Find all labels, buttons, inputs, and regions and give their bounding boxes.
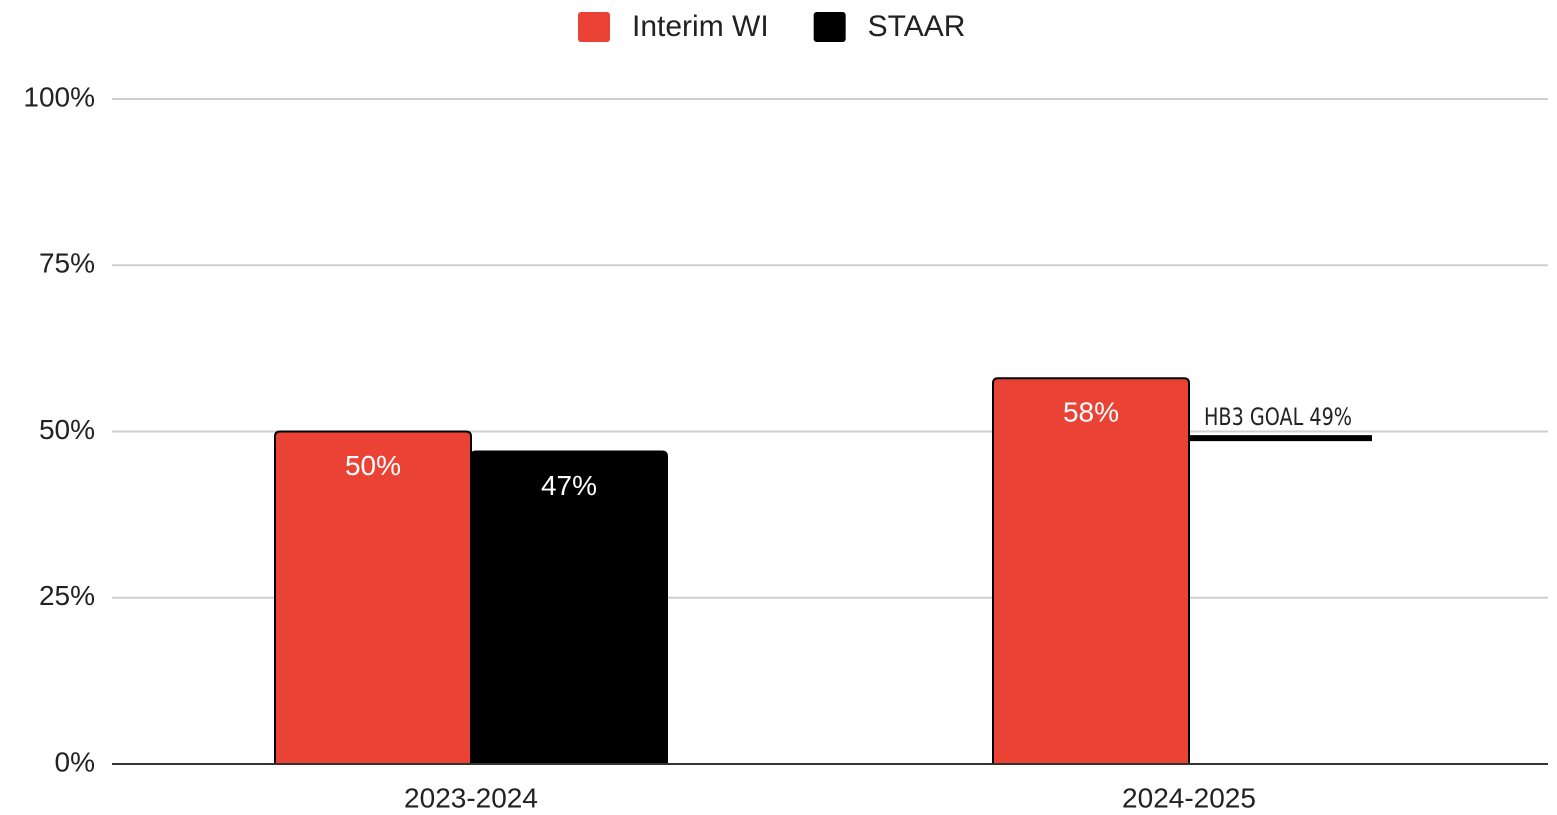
legend-swatch <box>578 12 610 42</box>
bar <box>992 377 1190 765</box>
legend-swatch <box>813 12 846 42</box>
legend-label: STAAR <box>868 10 966 43</box>
annotation: HB3 GOAL 49% <box>1204 403 1352 431</box>
y-tick-label: 75% <box>39 248 95 279</box>
y-tick-label: 100% <box>23 81 95 112</box>
x-tick-label: 2023-2024 <box>404 782 538 813</box>
y-tick-label: 50% <box>39 414 95 445</box>
x-tick-label: 2024-2025 <box>1122 782 1256 813</box>
value-label: 58% <box>1063 397 1119 428</box>
y-tick-label: 25% <box>39 580 95 611</box>
bar <box>274 430 472 765</box>
y-tick-label: 0% <box>55 746 95 777</box>
bar <box>470 450 668 765</box>
legend-label: Interim WI <box>632 10 769 43</box>
value-label: 47% <box>541 470 597 501</box>
value-label: 50% <box>345 450 401 481</box>
